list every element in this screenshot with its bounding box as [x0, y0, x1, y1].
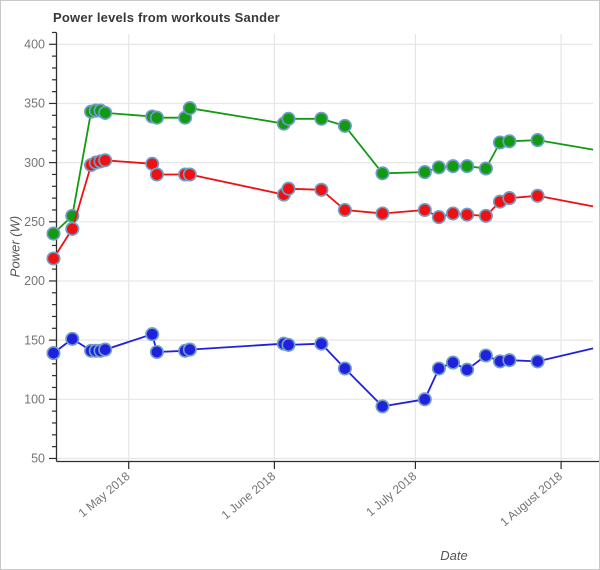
data-point-blue[interactable] — [375, 399, 390, 414]
data-point-red[interactable] — [281, 181, 296, 196]
data-point-green[interactable] — [530, 133, 545, 148]
x-tick-label: 1 May 2018 — [76, 469, 133, 520]
data-point-red[interactable] — [46, 251, 61, 266]
data-point-blue[interactable] — [502, 353, 517, 368]
y-tick-label: 350 — [24, 97, 45, 111]
y-tick-label: 300 — [24, 156, 45, 170]
data-point-red[interactable] — [502, 191, 517, 206]
chart-title: Power levels from workouts Sander — [53, 10, 280, 25]
plot-area[interactable] — [57, 34, 594, 462]
data-point-red[interactable] — [149, 167, 164, 182]
data-point-blue[interactable] — [431, 361, 446, 376]
data-point-red[interactable] — [445, 206, 461, 221]
data-point-red[interactable] — [314, 182, 329, 197]
data-point-blue[interactable] — [314, 336, 329, 351]
data-point-green[interactable] — [478, 161, 493, 176]
data-point-red[interactable] — [417, 202, 432, 218]
data-point-red[interactable] — [431, 210, 446, 225]
data-point-red[interactable] — [337, 202, 352, 218]
y-tick-label: 400 — [24, 38, 45, 52]
data-point-green[interactable] — [417, 165, 432, 180]
data-point-red[interactable] — [375, 206, 390, 221]
data-point-blue[interactable] — [145, 327, 160, 342]
data-point-red[interactable] — [460, 207, 475, 222]
data-point-green[interactable] — [182, 101, 197, 116]
y-axis-title: Power (W) — [7, 215, 23, 278]
data-point-blue[interactable] — [46, 346, 61, 361]
data-point-red[interactable] — [65, 221, 80, 236]
data-point-blue[interactable] — [182, 342, 197, 357]
data-point-red[interactable] — [478, 208, 493, 223]
x-tick-label: 1 August 2018 — [497, 469, 565, 529]
data-point-green[interactable] — [431, 160, 446, 175]
data-point-blue[interactable] — [98, 342, 113, 357]
data-point-green[interactable] — [314, 111, 329, 126]
y-tick-label: 250 — [24, 215, 45, 229]
data-point-green[interactable] — [149, 110, 164, 125]
y-tick-label: 100 — [24, 392, 45, 406]
data-point-blue[interactable] — [478, 348, 493, 363]
x-axis-title: Date — [440, 548, 468, 563]
data-point-green[interactable] — [445, 159, 461, 174]
data-point-blue[interactable] — [530, 354, 545, 369]
data-point-blue[interactable] — [460, 362, 475, 377]
data-point-blue[interactable] — [65, 331, 80, 346]
data-point-blue[interactable] — [281, 337, 296, 352]
x-tick-label: 1 July 2018 — [363, 469, 419, 519]
data-point-green[interactable] — [98, 105, 113, 120]
data-point-green[interactable] — [375, 166, 390, 181]
data-point-green[interactable] — [502, 134, 517, 149]
data-point-blue[interactable] — [417, 392, 432, 407]
data-point-green[interactable] — [281, 111, 296, 126]
data-point-blue[interactable] — [149, 344, 164, 360]
data-point-red[interactable] — [182, 167, 197, 182]
y-tick-label: 50 — [31, 452, 45, 466]
data-point-blue[interactable] — [337, 361, 352, 376]
data-point-green[interactable] — [337, 118, 352, 133]
data-point-green[interactable] — [46, 226, 61, 241]
y-tick-label: 200 — [24, 274, 45, 288]
data-point-blue[interactable] — [445, 355, 461, 370]
x-tick-label: 1 June 2018 — [219, 469, 279, 522]
data-point-red[interactable] — [530, 188, 545, 203]
data-point-green[interactable] — [460, 159, 475, 174]
y-tick-label: 150 — [24, 333, 45, 347]
data-point-red[interactable] — [98, 153, 113, 168]
